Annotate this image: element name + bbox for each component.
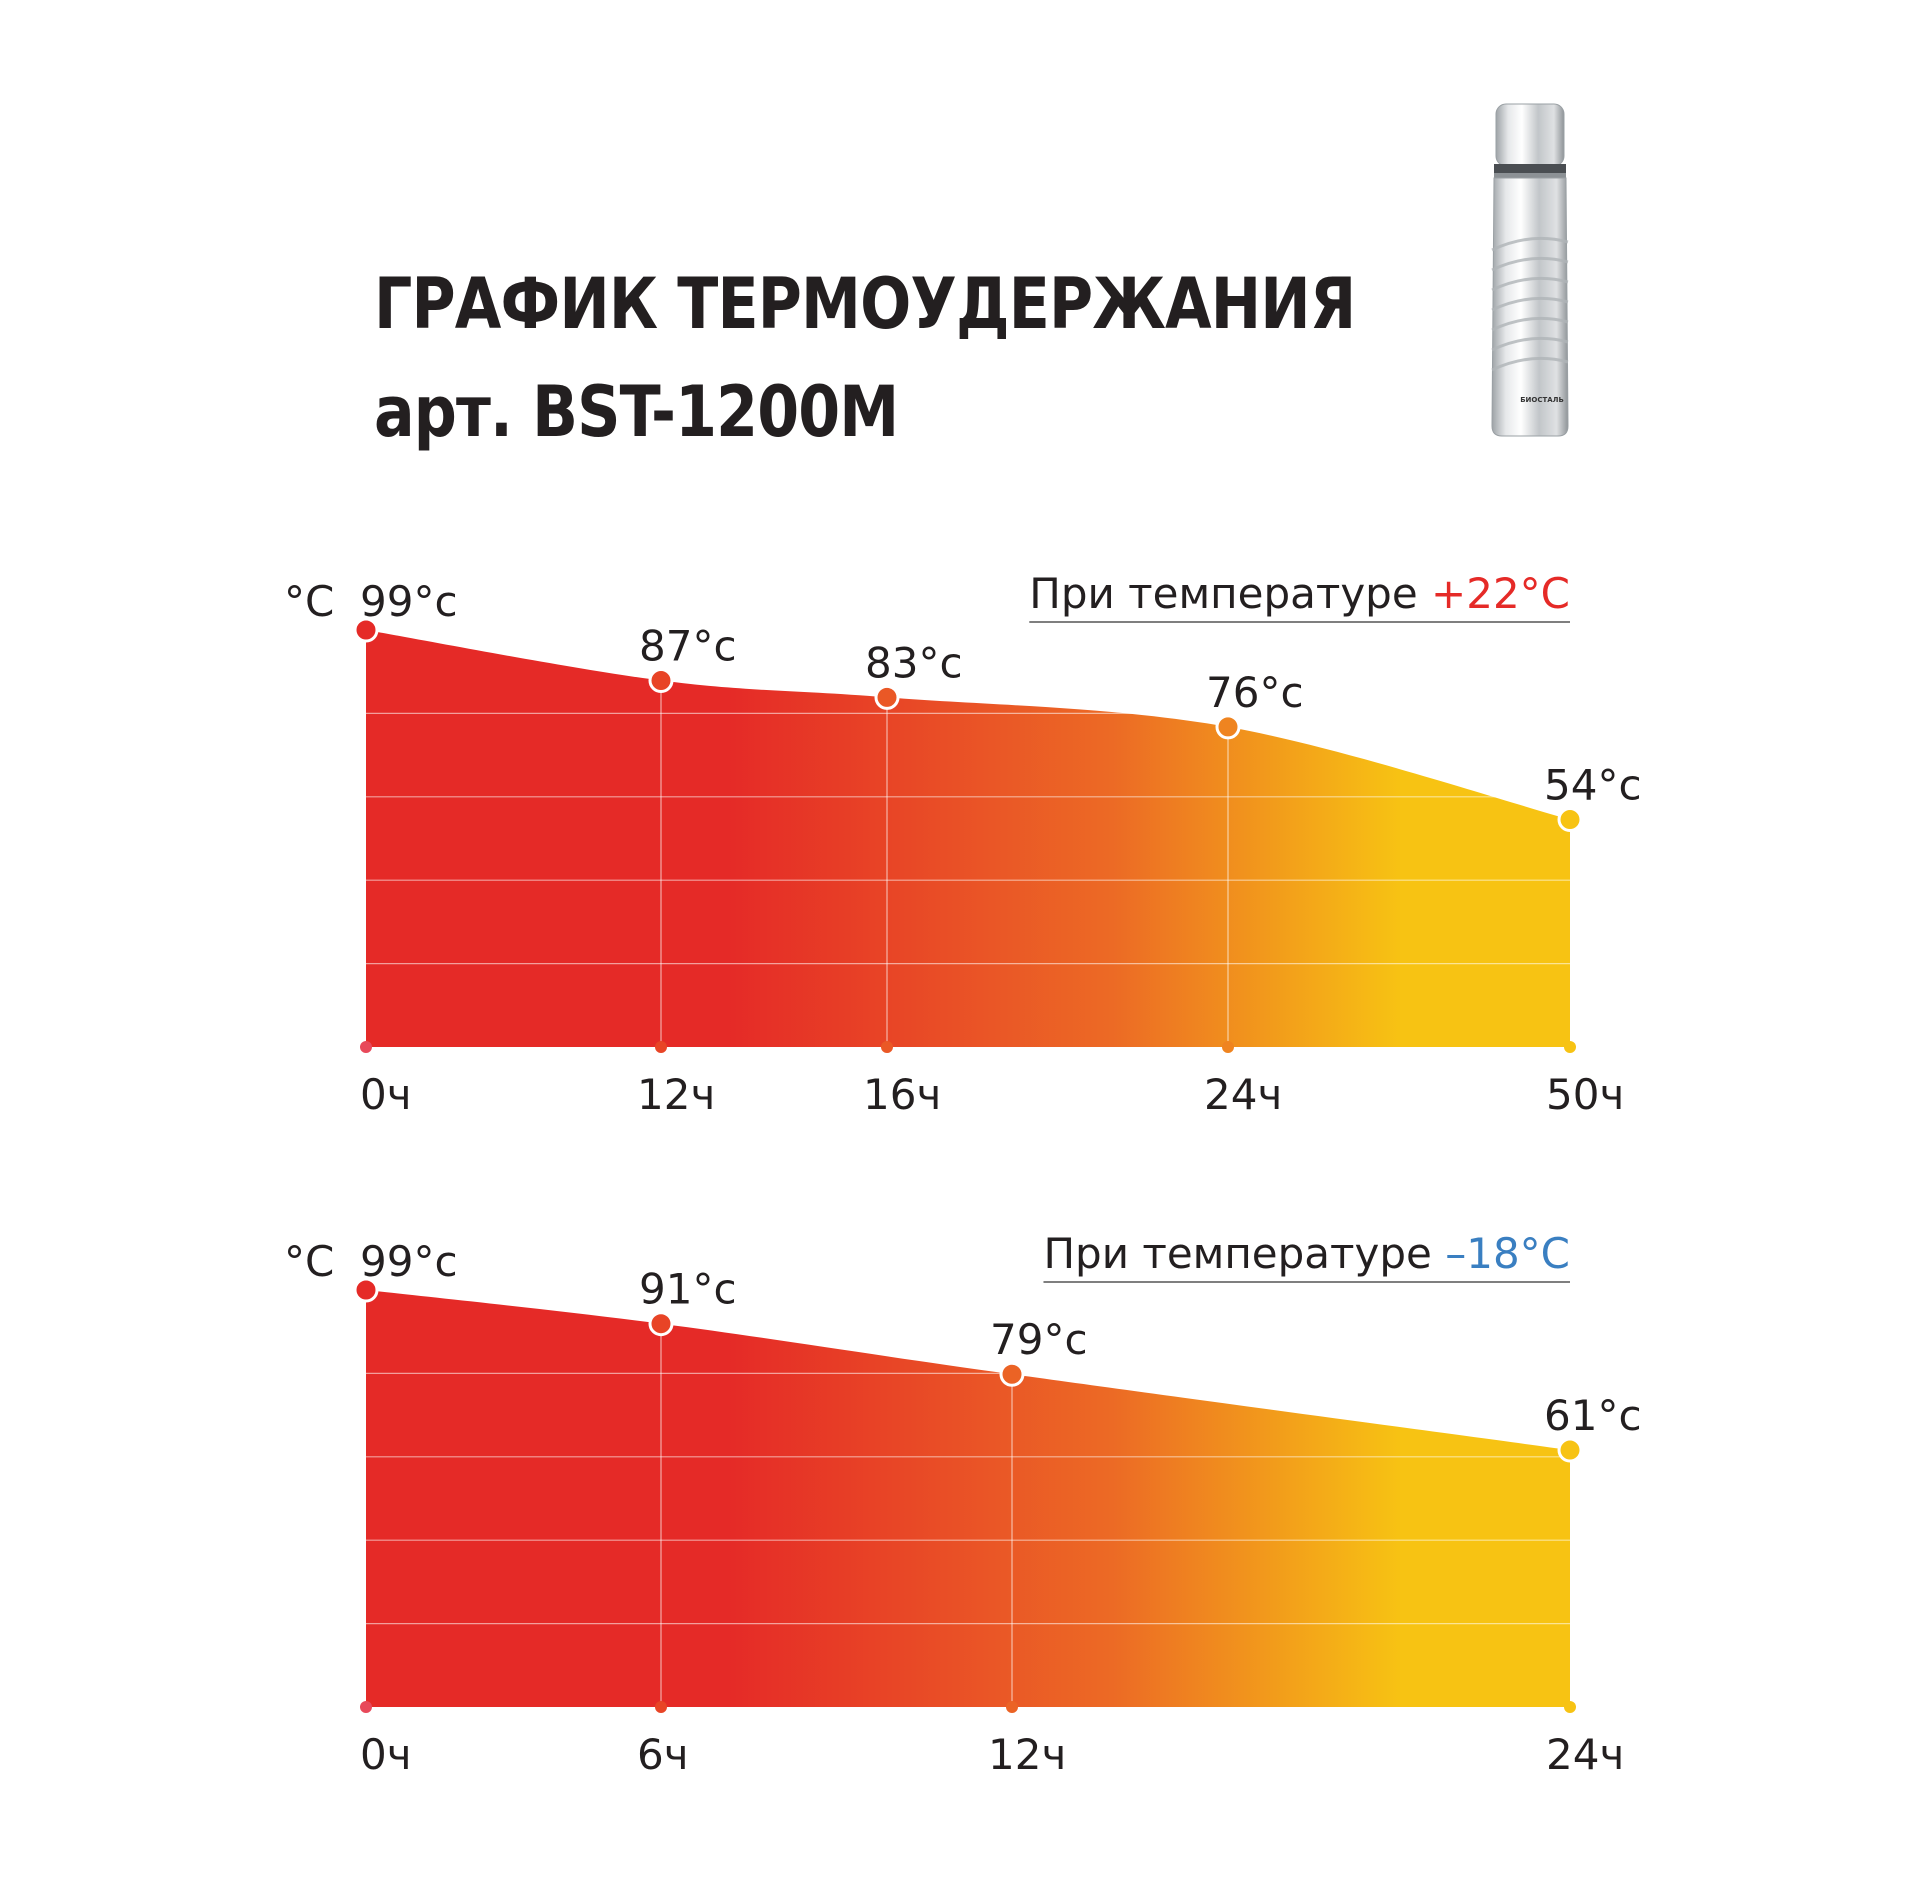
title-line-1: ГРАФИК ТЕРМОУДЕРЖАНИЯ [374,263,1356,345]
data-point [874,684,900,710]
axis-dot [1222,1041,1234,1053]
data-label: 83°c [865,638,963,687]
axis-dot [881,1041,893,1053]
thermos-bottle-icon: БИОСТАЛЬ [1491,103,1569,437]
axis-dot [360,1041,372,1053]
gridlines [366,712,1570,965]
x-tick-label: 0ч [360,1070,412,1119]
axis-dot [655,1701,667,1713]
axis-dot [1006,1701,1018,1713]
chart-plus-22: 99°c 0ч 87°c 12ч 83°c 16ч 76°c 24ч 54°c 50ч °C При … [284,569,1642,1119]
data-point [353,617,379,643]
data-point [1557,1437,1583,1463]
y-unit-label: °C [284,577,334,626]
data-label: 76°c [1206,668,1304,717]
ambient-condition-label: При температуре +22°C [1029,569,1570,618]
data-point [1557,807,1583,833]
temperature-area-plus-22 [366,630,1570,1047]
x-tick-label: 24ч [1546,1730,1624,1779]
axis-dot [1564,1701,1576,1713]
x-tick-label: 24ч [1204,1070,1282,1119]
x-tick-label: 0ч [360,1730,412,1779]
axis-dot [360,1701,372,1713]
title-line-2: арт. BST-1200M [374,371,899,453]
ambient-condition-label: При температуре –18°C [1043,1229,1570,1278]
y-unit-label: °C [284,1237,334,1286]
axis-dot [655,1041,667,1053]
x-tick-label: 16ч [863,1070,941,1119]
data-label: 87°c [639,622,737,671]
data-point [353,1277,379,1303]
data-point [648,668,674,694]
data-label: 99°c [360,577,458,626]
ambient-condition-value: +22°C [1431,569,1570,618]
data-point [999,1361,1025,1387]
ambient-condition-value: –18°C [1445,1229,1570,1278]
gridlines [366,1372,1570,1625]
data-label: 61°c [1544,1391,1642,1440]
data-label: 91°c [639,1265,737,1314]
thermos-brand-label: БИОСТАЛЬ [1520,396,1564,404]
ambient-condition-prefix: При температуре [1029,569,1431,618]
data-label: 99°c [360,1237,458,1286]
data-label: 79°c [990,1315,1088,1364]
ambient-condition-prefix: При температуре [1043,1229,1445,1278]
axis-dot [1564,1041,1576,1053]
data-label: 54°c [1544,761,1642,810]
data-point [1215,714,1241,740]
temperature-area-minus-18 [366,1290,1570,1707]
x-tick-label: 12ч [637,1070,715,1119]
x-tick-label: 50ч [1546,1070,1624,1119]
x-tick-label: 12ч [988,1730,1066,1779]
page-title: ГРАФИК ТЕРМОУДЕРЖАНИЯ арт. BST-1200M [374,250,1356,466]
data-point [648,1311,674,1337]
x-tick-label: 6ч [637,1730,689,1779]
chart-minus-18: 99°c 0ч 91°c 6ч 79°c 12ч 61°c 24ч °C При температ… [284,1229,1642,1779]
